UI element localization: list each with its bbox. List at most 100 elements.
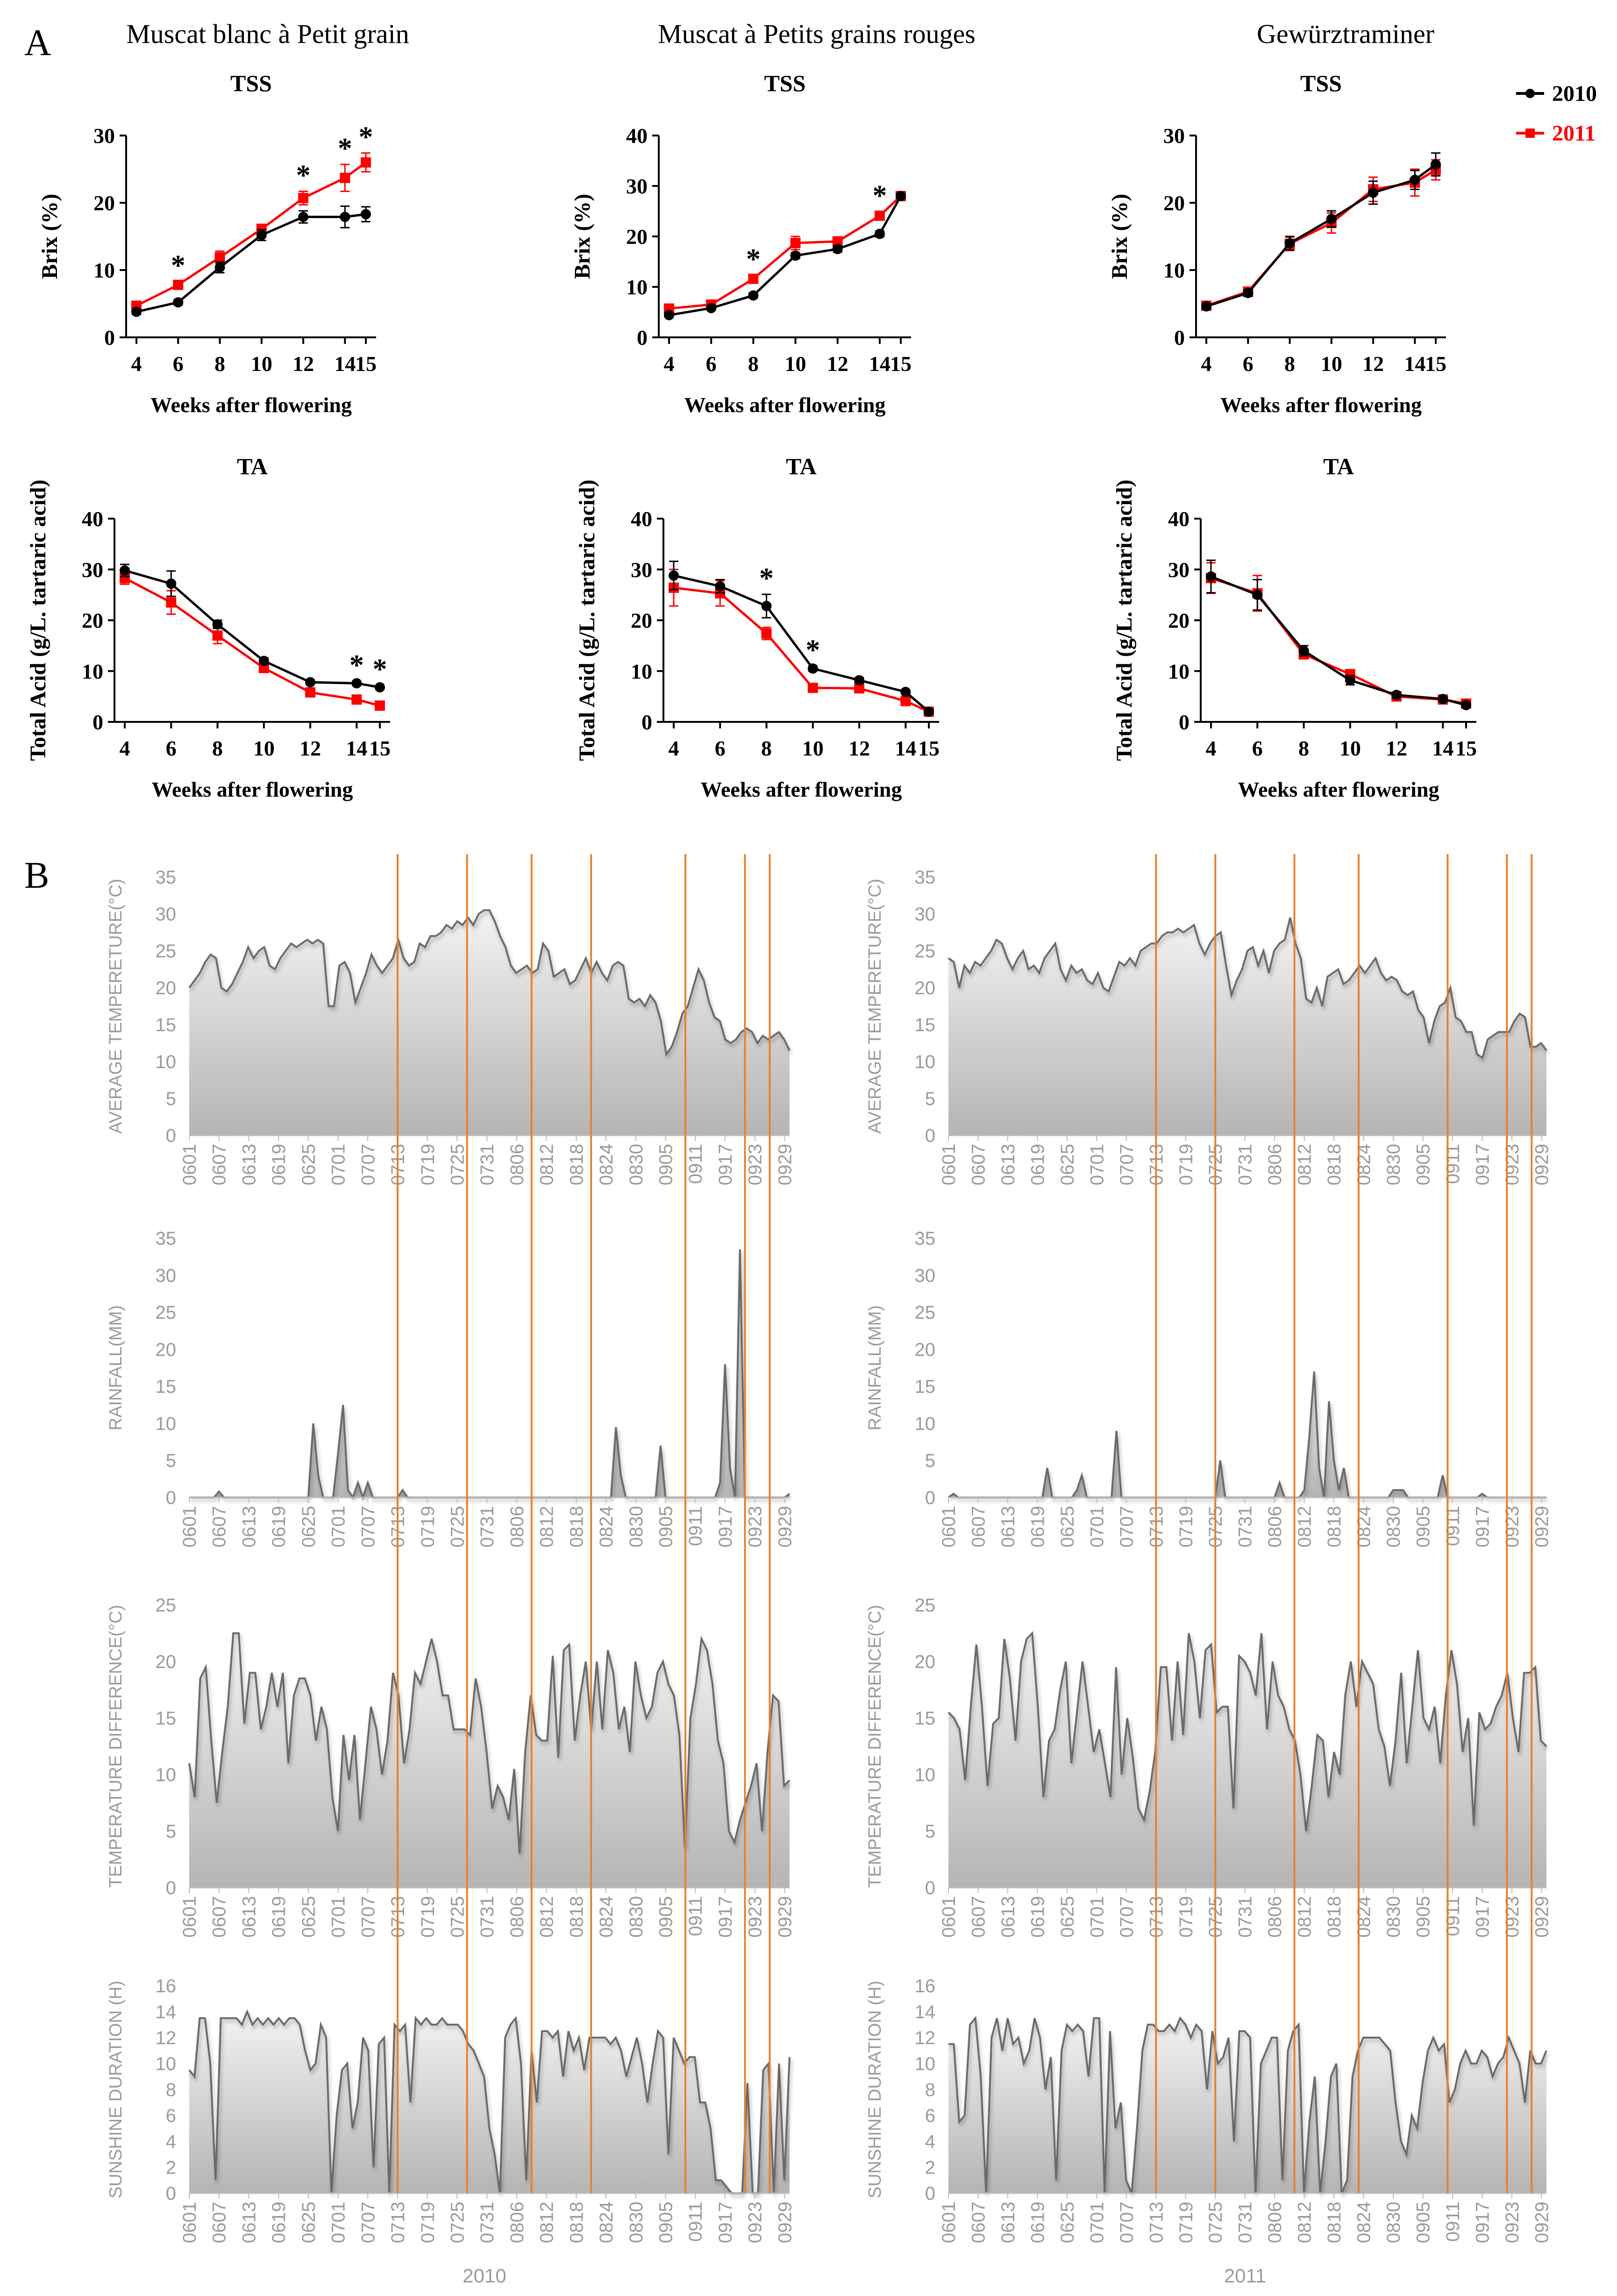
data-point-2010 bbox=[715, 581, 726, 592]
data-point-2010 bbox=[131, 307, 142, 317]
y-tick-label: 30 bbox=[915, 1265, 936, 1286]
area-line bbox=[189, 1249, 791, 1501]
y-tick-label: 15 bbox=[915, 1015, 936, 1035]
x-tick-label: 0619 bbox=[269, 2202, 289, 2243]
data-point-2010 bbox=[256, 230, 267, 241]
x-tick-label: 0929 bbox=[1532, 2202, 1552, 2243]
y-tick-label: 14 bbox=[915, 2002, 936, 2023]
x-tick-label: 0830 bbox=[1383, 2202, 1404, 2243]
legend: 2010 2011 bbox=[1516, 81, 1597, 146]
y-tick-label: 30 bbox=[626, 174, 648, 198]
data-point-2010 bbox=[1243, 287, 1254, 298]
data-point-2011 bbox=[298, 193, 309, 203]
y-tick-label: 10 bbox=[1163, 258, 1185, 282]
chart-weather-2010-temp: 0 5 10 15 20 25 30 35 0601 0607 0613 0619 0625 0701 07… bbox=[106, 867, 795, 1185]
x-tick-label: 6 bbox=[166, 736, 177, 760]
y-tick-label: 0 bbox=[925, 1126, 935, 1146]
x-tick-label: 0731 bbox=[477, 1506, 498, 1547]
x-tick-label: 0917 bbox=[1472, 1896, 1493, 1938]
x-tick-label: 0731 bbox=[477, 1896, 498, 1938]
data-point-2010 bbox=[375, 682, 385, 693]
data-point-2010 bbox=[1461, 700, 1471, 711]
y-tick-label: 10 bbox=[82, 659, 103, 683]
y-tick-label: 15 bbox=[915, 1708, 936, 1729]
y-tick-label: 10 bbox=[1168, 659, 1190, 683]
y-tick-label: 5 bbox=[925, 1089, 935, 1109]
data-point-2010 bbox=[1298, 645, 1309, 656]
y-tick-label: 15 bbox=[915, 1376, 936, 1397]
data-point-2010 bbox=[305, 677, 316, 688]
x-tick-label: 0613 bbox=[998, 1144, 1019, 1185]
x-tick-label: 10 bbox=[251, 352, 272, 376]
y-tick-label: 10 bbox=[915, 1765, 936, 1785]
chart-weather-2010-sun: 0 2 4 6 8 10 12 14 16 0601 0607 0613 0619 0625 0701 070… bbox=[106, 1976, 795, 2243]
y-tick-label: 15 bbox=[156, 1015, 177, 1035]
x-tick-label: 0818 bbox=[1324, 2202, 1345, 2243]
x-tick-label: 0625 bbox=[299, 2202, 319, 2243]
data-point-2011 bbox=[375, 700, 385, 711]
data-point-2011 bbox=[173, 279, 184, 290]
x-tick-label: 0613 bbox=[998, 1896, 1019, 1938]
data-point-2010 bbox=[1391, 690, 1402, 700]
x-tick-label: 0806 bbox=[507, 2202, 527, 2243]
data-point-2010 bbox=[212, 619, 223, 630]
series-line-2011 bbox=[124, 577, 380, 707]
x-tick-label: 0917 bbox=[1472, 1144, 1493, 1185]
y-tick-label: 20 bbox=[82, 609, 103, 633]
y-tick-label: 0 bbox=[637, 326, 648, 349]
x-tick-label: 6 bbox=[706, 352, 717, 376]
x-tick-label: 0601 bbox=[179, 1144, 200, 1185]
x-tick-label: 0613 bbox=[998, 1506, 1019, 1547]
x-tick-label: 4 bbox=[120, 736, 130, 760]
y-tick-label: 4 bbox=[166, 2132, 176, 2152]
x-tick-label: 0619 bbox=[1027, 2202, 1048, 2243]
x-tick-label: 15 bbox=[369, 736, 391, 760]
series-line-2010 bbox=[124, 569, 380, 689]
y-tick-label: 0 bbox=[925, 1488, 935, 1508]
y-tick-label: 20 bbox=[93, 191, 115, 215]
data-point-2011 bbox=[120, 573, 130, 584]
y-tick-label: 10 bbox=[631, 659, 652, 683]
x-tick-label: 10 bbox=[785, 352, 806, 376]
x-tick-label: 0719 bbox=[1176, 2202, 1197, 2243]
y-tick-label: 0 bbox=[166, 1878, 176, 1898]
x-tick-label: 0929 bbox=[1532, 1144, 1552, 1185]
significance-marker: * bbox=[805, 634, 820, 666]
y-tick-label: 10 bbox=[156, 1413, 177, 1434]
x-tick-label: 0601 bbox=[179, 1506, 200, 1547]
y-tick-label: 20 bbox=[915, 1340, 936, 1360]
y-axis-label: TEMPERATURE DIFFERENCE(°C) bbox=[106, 1605, 126, 1888]
x-tick-label: 0824 bbox=[1354, 2202, 1375, 2243]
cultivar-title-1: Muscat blanc à Petit grain bbox=[126, 19, 409, 49]
y-tick-label: 10 bbox=[915, 1052, 936, 1072]
x-tick-label: 0719 bbox=[418, 1506, 438, 1547]
x-tick-label: 0725 bbox=[1205, 2202, 1226, 2243]
y-tick-label: 0 bbox=[104, 326, 115, 349]
y-tick-label: 0 bbox=[166, 1126, 176, 1146]
y-tick-label: 30 bbox=[915, 904, 936, 925]
series-line-2011 bbox=[673, 586, 930, 713]
x-tick-label: 12 bbox=[848, 736, 870, 760]
y-tick-label: 40 bbox=[631, 507, 652, 531]
x-axis-label: Weeks after flowering bbox=[150, 393, 352, 417]
area-line bbox=[188, 909, 791, 1057]
y-tick-label: 20 bbox=[156, 1340, 177, 1360]
x-tick-label: 8 bbox=[1298, 736, 1309, 760]
data-point-2010 bbox=[896, 191, 906, 201]
x-tick-label: 0818 bbox=[1324, 1506, 1345, 1547]
x-tick-label: 6 bbox=[715, 736, 726, 760]
x-tick-label: 14 bbox=[1432, 736, 1453, 760]
x-tick-label: 0719 bbox=[418, 1144, 438, 1185]
y-tick-label: 25 bbox=[156, 1595, 177, 1616]
data-point-2010 bbox=[173, 297, 184, 308]
x-tick-label: 4 bbox=[1201, 352, 1212, 376]
area-fill bbox=[948, 1371, 1546, 1497]
x-tick-label: 0911 bbox=[685, 1506, 706, 1546]
panel-a-label: A bbox=[24, 22, 51, 64]
y-axis-label: Brix (%) bbox=[1107, 194, 1132, 279]
x-tick-label: 0731 bbox=[1235, 2202, 1256, 2243]
data-point-2010 bbox=[1284, 238, 1295, 249]
x-tick-label: 0613 bbox=[239, 2202, 259, 2243]
y-tick-label: 20 bbox=[626, 225, 648, 249]
